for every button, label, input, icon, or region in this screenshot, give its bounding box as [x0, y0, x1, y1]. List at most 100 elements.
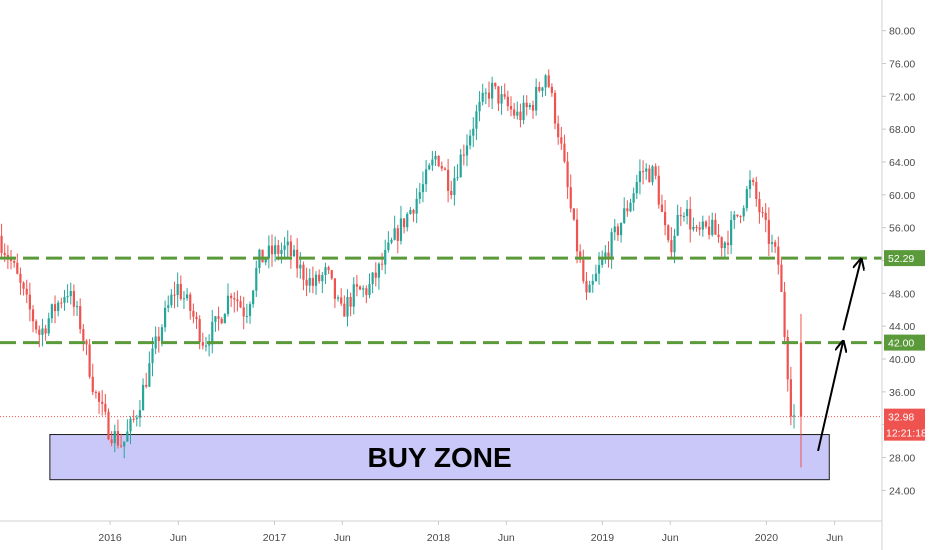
- buy-zone-box[interactable]: [49, 434, 830, 481]
- candle-body-200: [629, 202, 632, 212]
- candle-body-195: [613, 226, 616, 233]
- candle-body-223: [701, 221, 704, 230]
- candle-body-183: [575, 219, 579, 252]
- candle-body-43: [135, 417, 138, 420]
- candle-body-89: [280, 249, 283, 254]
- candle-body-114: [358, 286, 362, 290]
- candle-body-229: [720, 237, 723, 249]
- candle-body-162: [509, 106, 513, 110]
- candle-body-45: [141, 384, 145, 411]
- candle-body-175: [550, 86, 553, 93]
- candle-body-219: [689, 208, 692, 230]
- candle-body-234: [736, 214, 739, 217]
- candle-body-160: [503, 94, 506, 97]
- candle-body-155: [487, 92, 491, 99]
- candle-body-16: [50, 304, 53, 319]
- candle-body-182: [572, 208, 575, 220]
- x-tick-label-8: 2020: [755, 532, 779, 544]
- candle-body-14: [44, 328, 47, 334]
- candle-body-5: [16, 262, 19, 274]
- candle-body-178: [560, 137, 563, 144]
- candle-body-132: [415, 198, 418, 214]
- price-axis-badges: 52.29 42.00 32.98 12:21:18: [884, 250, 927, 441]
- candle-body-109: [343, 303, 346, 317]
- candle-body-64: [201, 342, 204, 346]
- candle-body-153: [481, 92, 484, 102]
- annotation-arrow-1[interactable]: [842, 259, 861, 331]
- candle-body-94: [296, 249, 299, 269]
- candle-body-236: [742, 208, 745, 217]
- candle-body-65: [204, 345, 208, 347]
- candle-body-68: [214, 316, 217, 322]
- x-tick-label-1: Jun: [170, 532, 187, 544]
- candle-body-140: [440, 166, 443, 169]
- x-tick-label-5: Jun: [498, 532, 515, 544]
- candle-body-60: [189, 294, 192, 311]
- candle-body-136: [428, 165, 431, 170]
- candle-body-209: [657, 175, 660, 205]
- candle-body-198: [623, 208, 626, 223]
- candle-body-21: [66, 296, 69, 298]
- candle-body-22: [69, 291, 72, 297]
- annotation-arrow-0[interactable]: [817, 341, 843, 452]
- candle-body-12: [38, 329, 41, 335]
- x-tick-label-7: Jun: [662, 532, 679, 544]
- price-axis[interactable]: 24.0028.0032.0036.0040.0044.0048.0052.00…: [882, 26, 915, 498]
- y-tick-label-8: 56.00: [889, 223, 915, 235]
- candle-body-1: [3, 253, 6, 256]
- candle-body-228: [717, 234, 720, 238]
- candle-body-10: [31, 309, 35, 322]
- y-tick-label-6: 48.00: [889, 288, 915, 300]
- candle-body-243: [764, 212, 767, 220]
- candle-body-72: [226, 295, 230, 315]
- candle-body-197: [619, 222, 623, 236]
- candle-body-48: [151, 348, 154, 364]
- candle-body-199: [626, 208, 629, 212]
- candle-body-129: [406, 213, 409, 228]
- candle-body-250: [786, 337, 789, 380]
- candle-body-7: [22, 282, 25, 289]
- x-tick-label-0: 2016: [98, 532, 122, 544]
- candle-body-54: [170, 294, 173, 306]
- candle-body-91: [286, 241, 289, 246]
- candle-body-85: [267, 245, 270, 259]
- candle-body-147: [462, 154, 465, 156]
- candle-body-59: [186, 294, 189, 299]
- candle-body-127: [399, 218, 403, 241]
- candle-body-35: [110, 439, 113, 444]
- candle-body-66: [208, 344, 211, 346]
- candle-body-36: [113, 431, 116, 444]
- candle-body-105: [330, 270, 333, 279]
- levels-layer: [0, 256, 882, 418]
- candle-body-179: [563, 143, 566, 162]
- candle-body-233: [733, 214, 736, 221]
- candle-body-79: [248, 304, 252, 316]
- candle-body-130: [409, 210, 412, 214]
- y-tick-label-4: 40.00: [889, 354, 915, 366]
- candle-body-50: [157, 336, 160, 341]
- candle-body-240: [755, 182, 758, 199]
- candle-body-8: [25, 288, 28, 295]
- candle-body-70: [220, 318, 223, 324]
- time-axis[interactable]: 2016 Jun 2017 Jun 2018 Jun 2019 Jun 2020 Jun: [98, 521, 843, 544]
- candle-body-169: [531, 104, 535, 111]
- candle-body-144: [453, 178, 456, 196]
- candle-body-201: [632, 193, 635, 203]
- candle-body-151: [475, 111, 478, 129]
- y-tick-label-11: 68.00: [889, 124, 915, 136]
- candle-body-120: [377, 263, 381, 278]
- candle-body-206: [648, 168, 651, 183]
- candle-body-218: [685, 208, 689, 217]
- candle-body-30: [94, 392, 98, 394]
- candle-body-237: [745, 189, 748, 209]
- candles-layer: [0, 69, 803, 468]
- candle-body-180: [566, 161, 569, 188]
- candle-body-191: [601, 257, 604, 265]
- candle-body-230: [723, 242, 726, 249]
- candle-body-53: [167, 305, 170, 308]
- candle-body-251: [789, 379, 792, 417]
- candle-body-3: [9, 258, 13, 261]
- candle-body-6: [19, 273, 22, 283]
- candle-body-145: [456, 177, 459, 179]
